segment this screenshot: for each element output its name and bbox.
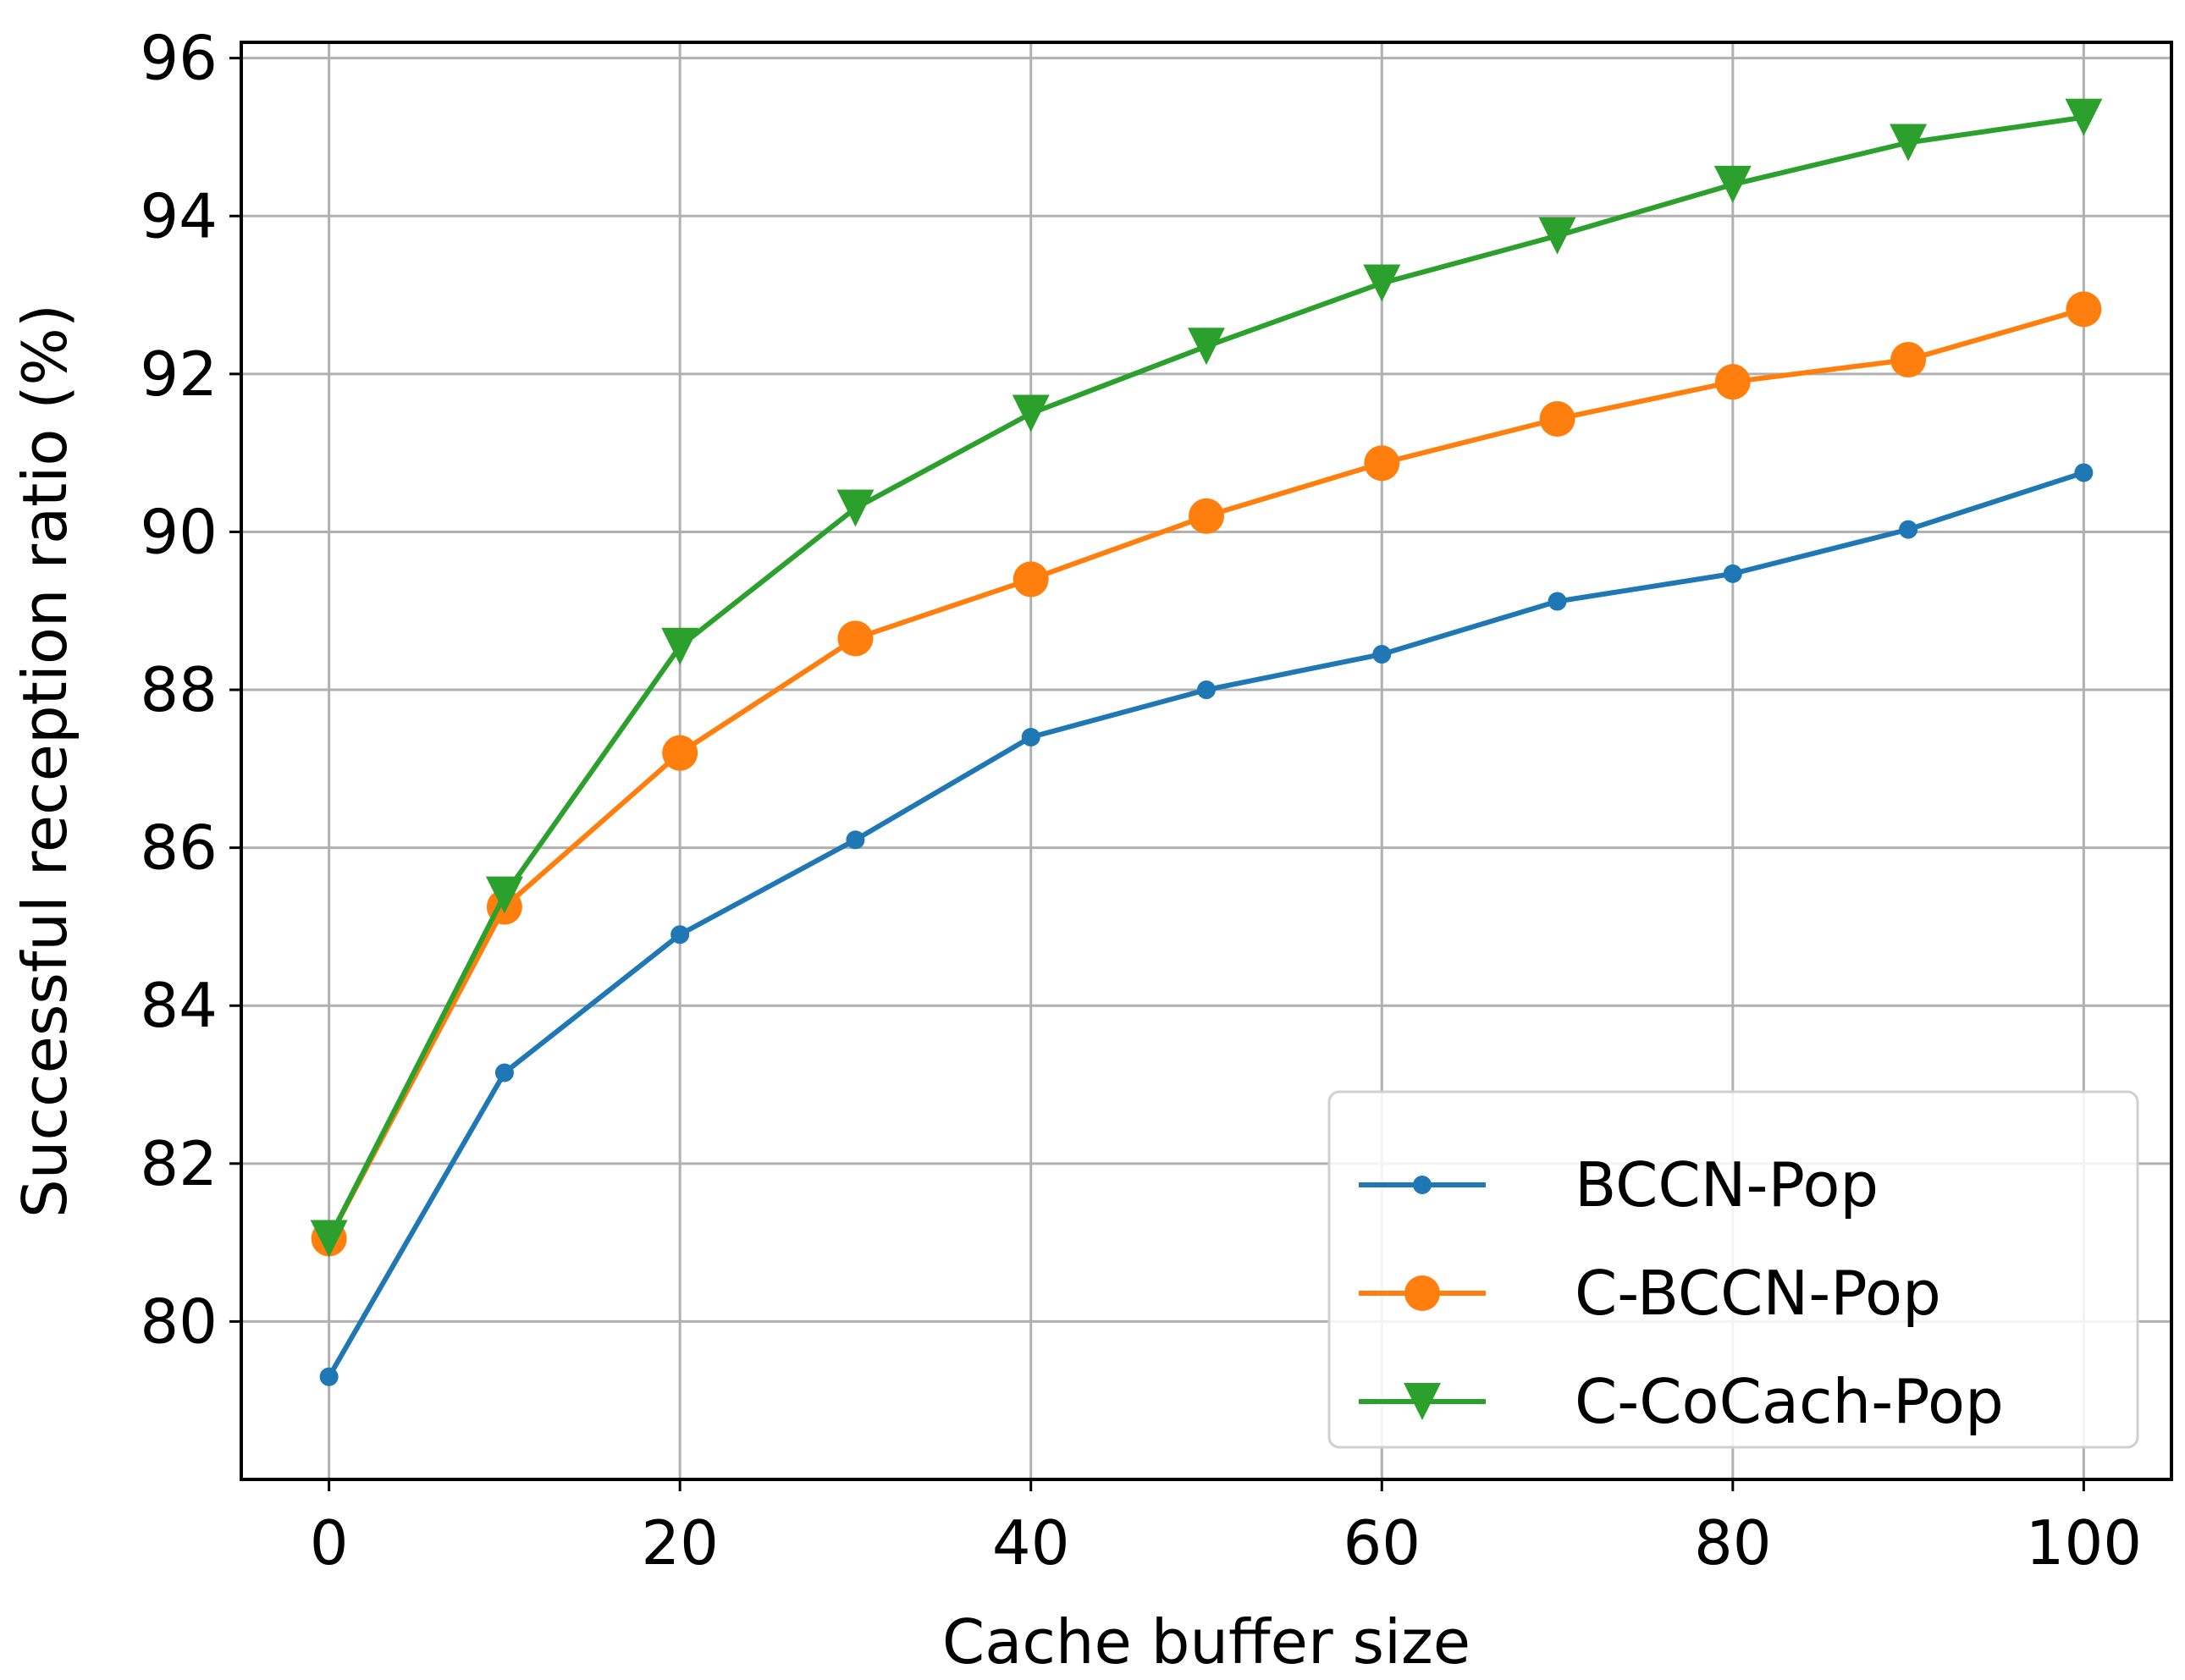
legend-item: C-BCCN-Pop xyxy=(1359,1258,1941,1329)
data-point xyxy=(319,1367,339,1386)
data-point xyxy=(670,925,690,945)
data-point xyxy=(1012,561,1049,598)
y-tick-label: 90 xyxy=(140,496,218,567)
x-tick-label: 80 xyxy=(1694,1507,1772,1578)
y-tick-label: 94 xyxy=(140,180,218,251)
y-tick-label: 80 xyxy=(140,1286,218,1357)
series-group xyxy=(310,98,2103,1386)
y-tick-label: 84 xyxy=(140,970,218,1041)
data-point xyxy=(662,735,698,771)
legend-swatch-marker xyxy=(1404,1275,1440,1311)
data-point xyxy=(1723,564,1742,583)
data-point xyxy=(310,1220,348,1258)
legend-label: BCCN-Pop xyxy=(1575,1149,1879,1220)
series-c-cocach-pop xyxy=(310,98,2103,1258)
data-point xyxy=(2074,463,2094,482)
data-point xyxy=(1714,364,1751,400)
data-point xyxy=(1890,124,1928,162)
legend: BCCN-Pop C-BCCN-Pop C-CoCach-Pop xyxy=(1327,1090,2139,1449)
legend-item: C-CoCach-Pop xyxy=(1359,1366,2004,1437)
data-point xyxy=(494,1063,514,1082)
legend-swatch-marker xyxy=(1413,1176,1432,1194)
x-tick-label: 20 xyxy=(641,1507,719,1578)
y-tick-label: 82 xyxy=(140,1128,218,1199)
x-tick-label: 60 xyxy=(1343,1507,1421,1578)
data-point xyxy=(1890,342,1927,378)
data-point xyxy=(1189,498,1224,534)
x-tick-label: 40 xyxy=(992,1507,1070,1578)
legend-box xyxy=(1327,1090,2139,1449)
plot-frame xyxy=(240,41,2173,1481)
data-point xyxy=(1713,165,1752,203)
data-point xyxy=(1363,264,1401,302)
data-point xyxy=(1548,592,1567,611)
data-point xyxy=(1188,328,1225,366)
legend-label: C-BCCN-Pop xyxy=(1575,1258,1941,1329)
data-point xyxy=(846,830,865,850)
data-point xyxy=(661,627,699,665)
data-point xyxy=(1372,645,1392,664)
data-point xyxy=(1538,217,1576,255)
data-point xyxy=(1197,680,1216,700)
data-point xyxy=(2066,291,2102,328)
y-tick-label: 96 xyxy=(140,23,218,94)
data-point xyxy=(1899,520,1918,539)
x-tick-label: 100 xyxy=(2026,1507,2142,1578)
y-tick-label: 86 xyxy=(140,812,218,884)
legend-label: C-CoCach-Pop xyxy=(1575,1366,2004,1437)
y-tick-label: 88 xyxy=(140,654,218,725)
data-point xyxy=(485,876,523,914)
data-point xyxy=(1012,394,1050,432)
x-tick-label: 0 xyxy=(310,1507,349,1578)
data-point xyxy=(1539,401,1575,438)
axis-ticks: 0 20 40 60 80 100 80 82 84 86 88 90 92 94 96 xyxy=(140,23,2142,1578)
y-tick-label: 92 xyxy=(140,339,218,410)
series-bccn-pop xyxy=(319,463,2094,1386)
x-axis-label: Cache buffer size xyxy=(942,1606,1470,1676)
data-point xyxy=(1364,445,1400,482)
data-point xyxy=(1021,728,1040,747)
data-point xyxy=(836,489,875,527)
legend-item: BCCN-Pop xyxy=(1359,1149,1879,1220)
data-point xyxy=(837,620,874,657)
y-axis-label: Successful reception ratio (%) xyxy=(9,304,80,1218)
data-point xyxy=(2065,98,2103,136)
legend-swatch-marker xyxy=(1404,1383,1441,1420)
